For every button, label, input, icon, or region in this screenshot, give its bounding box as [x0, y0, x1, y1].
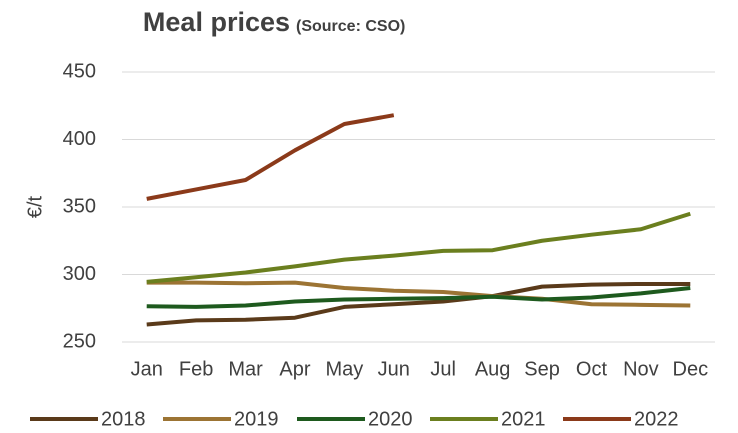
x-tick-label: Sep [524, 358, 560, 380]
x-tick-label: Aug [475, 358, 511, 380]
y-tick-label: 250 [63, 330, 96, 352]
data-line [146, 280, 691, 308]
y-tick-label: 300 [63, 263, 96, 285]
legend-label: 2022 [634, 408, 679, 430]
y-tick-label: 350 [63, 195, 96, 217]
x-tick-label: Jul [430, 358, 456, 380]
x-tick-label: Apr [279, 358, 310, 380]
chart-title: Meal prices [143, 7, 290, 37]
x-tick-label: Jan [131, 358, 163, 380]
legend-label: 2019 [234, 408, 279, 430]
x-tick-label: Feb [179, 358, 213, 380]
x-tick-label: Mar [228, 358, 263, 380]
x-tick-label: Dec [673, 358, 709, 380]
data-line [146, 211, 691, 284]
y-axis-label: €/t [24, 195, 46, 218]
x-tick-label: May [325, 358, 363, 380]
x-tick-label: Nov [623, 358, 659, 380]
data-line [146, 113, 395, 201]
x-tick-label: Oct [576, 358, 608, 380]
x-tick-label: Jun [378, 358, 410, 380]
y-tick-label: 400 [63, 128, 96, 150]
data-line [146, 286, 691, 309]
legend-label: 2021 [501, 408, 546, 430]
legend-label: 2018 [101, 408, 146, 430]
y-tick-label: 450 [63, 60, 96, 82]
legend-label: 2020 [368, 408, 413, 430]
data-line [146, 281, 691, 327]
chart-subtitle: (Source: CSO) [296, 18, 405, 35]
